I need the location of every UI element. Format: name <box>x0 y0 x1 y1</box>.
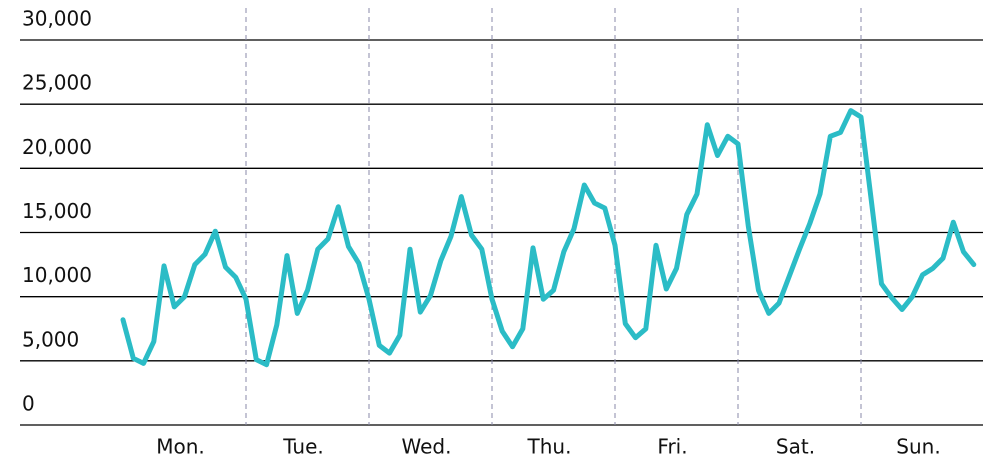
x-tick-label: Sun. <box>896 435 940 459</box>
y-tick-label: 0 <box>22 392 35 416</box>
data-line <box>120 108 977 368</box>
x-tick-label: Mon. <box>156 435 205 459</box>
y-tick-label: 30,000 <box>22 7 92 31</box>
y-tick-label: 20,000 <box>22 135 92 159</box>
x-tick-label: Sat. <box>776 435 815 459</box>
x-tick-label: Fri. <box>657 435 687 459</box>
y-tick-label: 15,000 <box>22 199 92 223</box>
y-tick-label: 10,000 <box>22 263 92 287</box>
x-tick-label: Thu. <box>527 435 572 459</box>
y-tick-label: 5,000 <box>22 327 79 351</box>
x-tick-label: Tue. <box>282 435 324 459</box>
y-tick-label: 25,000 <box>22 71 92 95</box>
x-tick-label: Wed. <box>402 435 452 459</box>
